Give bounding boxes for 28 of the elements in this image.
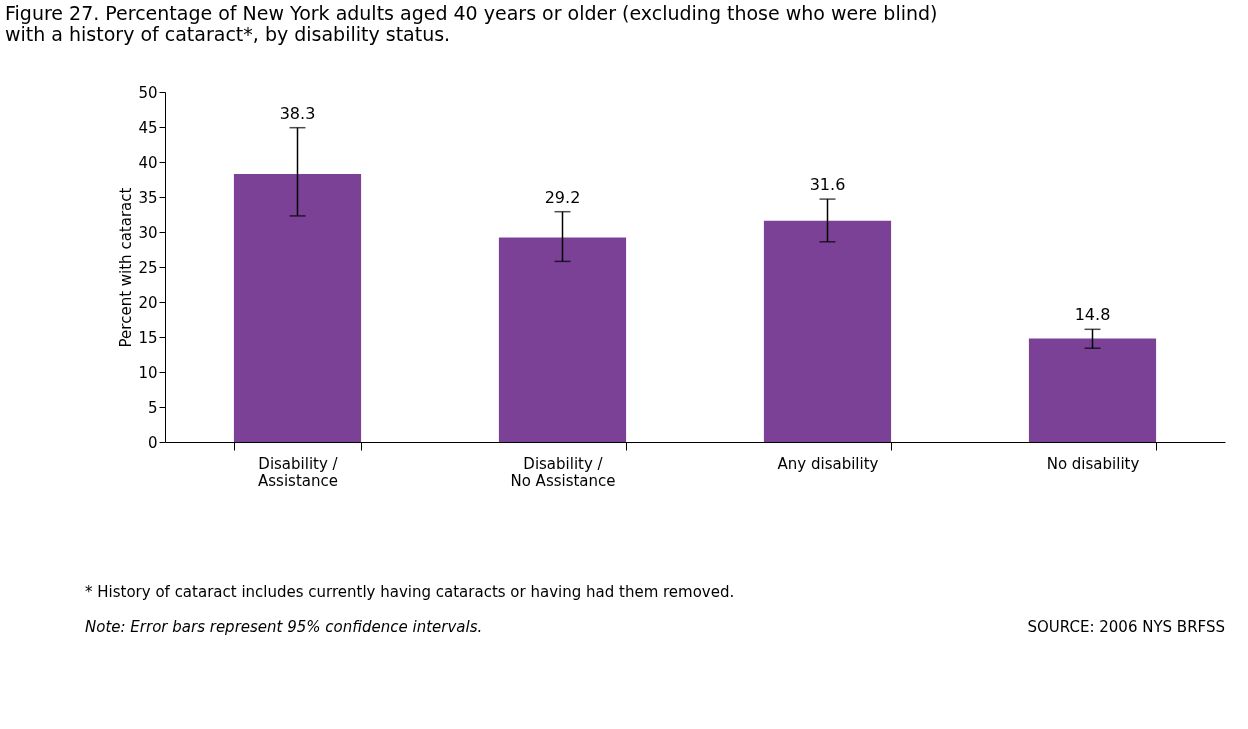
y-tick-label: 40 <box>138 153 158 172</box>
y-tick-label: 45 <box>138 118 158 137</box>
y-tick-label: 50 <box>138 83 158 102</box>
y-tick-label: 35 <box>138 188 158 207</box>
y-tick-label: 0 <box>147 433 158 452</box>
x-tick-label: Disability / Assistance <box>258 454 339 490</box>
x-tick-label: No disability <box>1046 454 1140 473</box>
x-tick-label: Disability / No Assistance <box>510 454 616 490</box>
data-label: 29.2 <box>544 187 581 207</box>
text: Note: Error bars represent 95% confidence intervals. <box>85 618 483 636</box>
y-tick-label: 30 <box>138 223 158 242</box>
bar <box>1028 338 1157 442</box>
y-tick-label: 5 <box>147 398 158 417</box>
y-tick-label: 10 <box>138 363 158 382</box>
x-tick-label: Any disability <box>777 454 879 473</box>
data-label: 38.3 <box>279 103 316 123</box>
text: * History of cataract includes currently having cataracts or having had them removed. <box>85 583 735 601</box>
bar <box>498 237 627 442</box>
y-tick-label: 25 <box>138 258 158 277</box>
y-tick-label: 15 <box>138 328 158 347</box>
source-note: SOURCE: 2006 NYS BRFSS <box>1027 618 1225 636</box>
bar <box>763 220 892 442</box>
chart-title: Figure 27. Percentage of New York adults aged 40 years or older (excluding those who were blind) with a history of cataract*, by disability status. <box>5 2 938 45</box>
y-axis-title: Percent with cataract <box>117 187 136 348</box>
y-tick-label: 20 <box>138 293 158 312</box>
data-label: 31.6 <box>809 175 846 195</box>
data-label: 14.8 <box>1074 305 1111 325</box>
bar <box>233 173 362 442</box>
